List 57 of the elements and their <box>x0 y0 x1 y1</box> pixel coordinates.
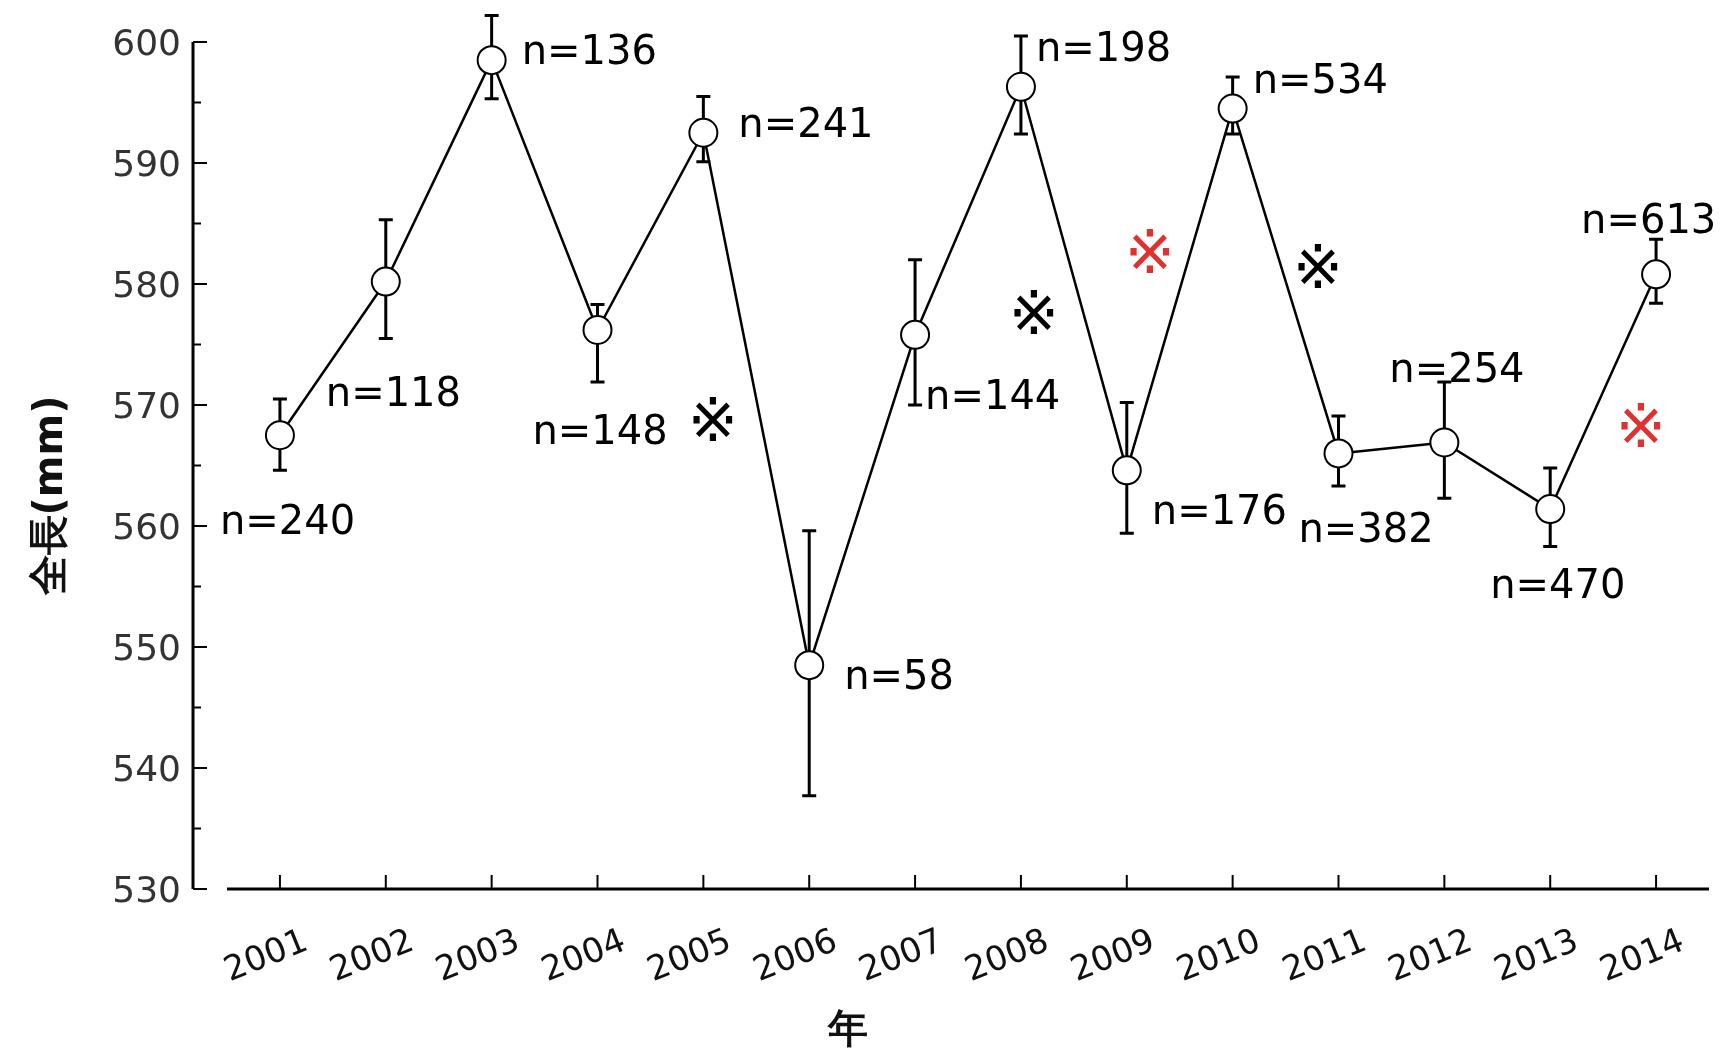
annotation: n=613 <box>1581 196 1717 243</box>
y-tick-label: 530 <box>112 869 181 910</box>
annotation: ※ <box>1124 217 1176 287</box>
annotation: n=144 <box>925 371 1061 418</box>
annotation: n=241 <box>738 99 874 146</box>
point <box>1641 259 1672 290</box>
point <box>1429 427 1460 458</box>
point <box>1111 455 1142 486</box>
x-tick-label: 2010 <box>1170 919 1266 989</box>
x-tick-label: 2012 <box>1382 919 1478 989</box>
annotation: n=148 <box>532 406 668 453</box>
y-tick-label: 540 <box>112 748 181 789</box>
x-tick-label: 2001 <box>217 919 313 989</box>
x-tick-label: 2013 <box>1488 919 1584 989</box>
point <box>1323 438 1354 469</box>
point <box>1005 71 1036 102</box>
annotation: n=118 <box>325 368 461 415</box>
annotation: n=470 <box>1490 561 1626 608</box>
annotation: ※ <box>1292 232 1344 302</box>
annotation: ※ <box>1008 278 1060 348</box>
annotation: n=136 <box>521 27 657 74</box>
annotation: ※ <box>1615 391 1667 461</box>
annotation: n=534 <box>1252 55 1388 102</box>
point <box>582 314 613 345</box>
point <box>794 650 825 681</box>
annotation: n=382 <box>1298 505 1434 552</box>
annotation: n=198 <box>1035 23 1172 70</box>
x-tick-label: 2014 <box>1593 919 1690 989</box>
point <box>476 45 507 76</box>
x-tick-label: 2008 <box>958 919 1054 989</box>
point <box>1217 93 1248 124</box>
y-tick-label: 580 <box>112 264 181 305</box>
annotation: ※ <box>687 385 739 455</box>
x-tick-label: 2003 <box>429 919 525 989</box>
point <box>900 319 931 350</box>
x-tick-label: 2009 <box>1064 919 1160 989</box>
point <box>1535 494 1566 525</box>
x-tick-label: 2004 <box>535 919 631 989</box>
annotation: n=58 <box>844 652 954 699</box>
y-tick-label: 600 <box>112 22 181 63</box>
x-tick-label: 2002 <box>323 919 419 989</box>
y-tick-label: 570 <box>112 385 181 426</box>
y-axis-title: 全長(mm) <box>25 395 71 597</box>
x-tick-label: 2011 <box>1276 919 1372 989</box>
y-tick-label: 550 <box>112 627 181 668</box>
point <box>370 266 401 297</box>
annotation: n=240 <box>219 497 356 544</box>
x-tick-label: 2006 <box>747 919 843 989</box>
y-tick-label: 560 <box>112 506 181 547</box>
point <box>688 117 719 148</box>
y-tick-label: 590 <box>112 143 181 184</box>
annotation: n=176 <box>1151 487 1287 534</box>
x-tick-label: 2007 <box>852 919 949 989</box>
x-tick-label: 2005 <box>641 919 737 989</box>
point <box>264 420 295 451</box>
x-axis-title: 年 <box>827 1005 868 1051</box>
annotation: n=254 <box>1389 344 1525 391</box>
